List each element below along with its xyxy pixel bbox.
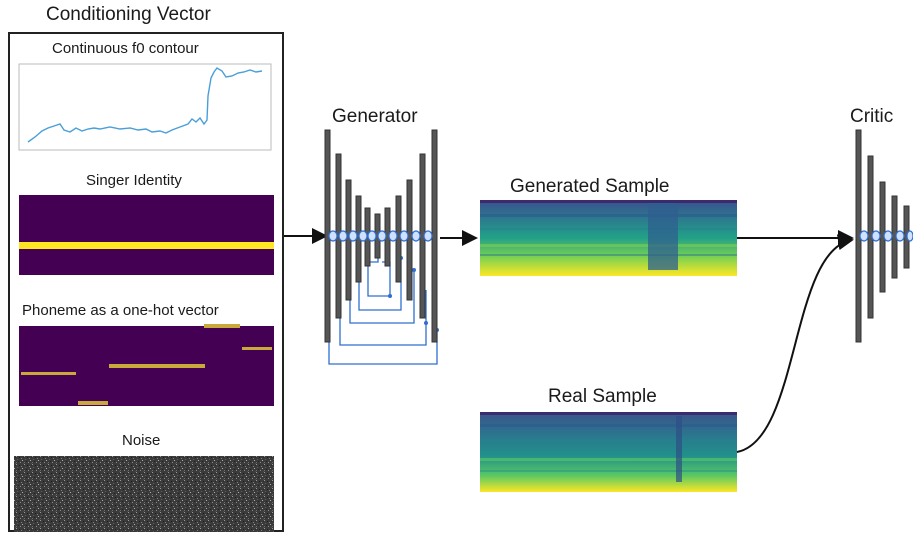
real-sample-label: Real Sample [548,386,657,407]
f0-contour-line [27,67,263,143]
generated-sample-spectrogram [480,200,737,276]
noise-image [14,456,274,532]
phoneme-label: Phoneme as a one-hot vector [22,302,219,319]
conditioning-vector-title: Conditioning Vector [46,4,211,25]
phoneme-bar [109,364,205,368]
generator-nodes [328,230,433,242]
singer-identity-heatmap [19,195,274,275]
generated-sample-label: Generated Sample [510,176,670,197]
phoneme-bar [242,347,272,350]
critic-label: Critic [850,106,894,127]
singer-identity-bar [19,242,274,249]
f0-contour-plot [18,63,272,151]
phoneme-bar [21,372,76,375]
f0-contour-label: Continuous f0 contour [52,40,199,57]
phoneme-bar [204,324,240,328]
real-to-critic-arrow [736,234,854,453]
skip-connection-dots [366,256,439,332]
noise-label: Noise [122,432,161,449]
phoneme-heatmap [19,324,274,406]
singer-identity-label: Singer Identity [86,172,182,189]
critic-nodes [859,230,913,242]
phoneme-bar [78,401,108,405]
real-sample-spectrogram [480,412,737,492]
generator-label: Generator [332,106,418,127]
